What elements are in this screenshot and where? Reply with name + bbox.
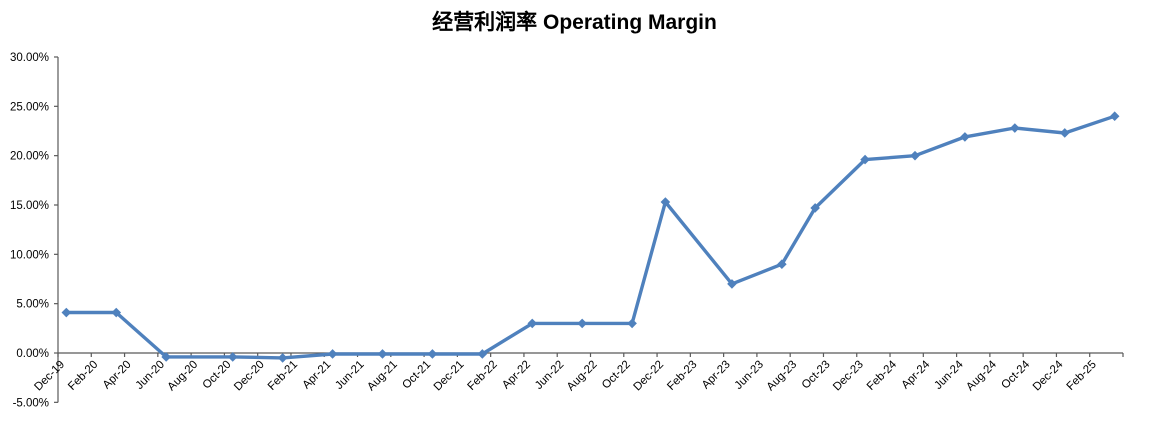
x-tick-label: Dec-24	[1031, 358, 1066, 393]
data-point-marker	[477, 349, 488, 359]
data-point-marker	[327, 349, 338, 359]
data-point-marker	[161, 352, 171, 362]
x-tick-label: Jun-21	[333, 359, 366, 392]
y-tick-label: 10.00%	[10, 249, 49, 261]
x-tick-label: Aug-22	[565, 359, 600, 394]
x-tick-label: Aug-24	[964, 358, 999, 393]
x-tick-label: Feb-22	[466, 359, 500, 393]
data-point-marker	[227, 352, 238, 362]
x-tick-label: Feb-21	[266, 359, 300, 393]
x-tick-label: Apr-23	[700, 359, 733, 392]
data-point-marker	[860, 154, 870, 165]
data-point-marker	[1059, 128, 1070, 138]
x-tick-label: Dec-22	[631, 359, 666, 394]
data-point-marker	[727, 279, 737, 289]
data-point-marker	[660, 197, 671, 207]
data-point-marker	[527, 318, 538, 329]
x-tick-label: Jun-20	[134, 359, 167, 392]
series-line	[64, 114, 1117, 360]
y-tick-label: -5.00%	[13, 397, 49, 409]
data-point-marker	[377, 349, 388, 359]
y-tick-label: 5.00%	[16, 299, 49, 311]
data-point-marker	[777, 259, 787, 269]
y-tick-label: 15.00%	[10, 200, 49, 212]
x-tick-label: Feb-25	[1065, 359, 1099, 393]
x-tick-label: Apr-22	[500, 359, 533, 392]
y-tick-label: 25.00%	[10, 101, 49, 113]
x-tick-label: Dec-21	[432, 359, 467, 394]
y-tick-label: 0.00%	[16, 348, 49, 360]
x-tick-label: Oct-22	[600, 359, 633, 392]
x-tick-label: Oct-24	[999, 358, 1032, 391]
data-point-marker	[810, 203, 820, 213]
x-tick-label: Jun-24	[932, 358, 966, 392]
x-tick-label: Jun-23	[733, 359, 766, 392]
x-tick-label: Oct-23	[800, 359, 833, 392]
x-tick-label: Dec-23	[831, 359, 866, 394]
x-tick-label: Oct-20	[201, 359, 234, 392]
y-tick-label: 30.00%	[10, 52, 49, 64]
data-point-marker	[910, 150, 920, 161]
data-point-marker	[960, 132, 970, 142]
x-tick-label: Apr-24	[900, 358, 933, 391]
x-tick-label: Jun-22	[533, 359, 566, 392]
x-tick-label: Dec-19	[32, 359, 67, 394]
x-tick-label: Apr-21	[300, 359, 333, 392]
data-point-marker	[1010, 123, 1020, 133]
y-tick-label: 20.00%	[10, 151, 49, 163]
x-tick-label: Feb-20	[66, 359, 100, 393]
data-point-marker	[627, 318, 637, 329]
x-tick-label: Feb-24	[865, 358, 900, 393]
x-tick-label: Aug-21	[365, 359, 400, 394]
x-tick-label: Oct-21	[400, 359, 433, 392]
data-point-marker	[427, 349, 438, 359]
chart-title: 经营利润率 Operating Margin	[432, 11, 717, 34]
data-point-marker	[61, 307, 72, 318]
data-point-marker	[111, 307, 122, 318]
x-tick-label: Aug-23	[765, 359, 800, 394]
x-tick-label: Dec-20	[232, 359, 267, 394]
data-point-marker	[1109, 111, 1120, 121]
x-tick-label: Feb-23	[665, 359, 699, 393]
data-point-marker	[577, 318, 587, 329]
data-point-marker	[277, 353, 288, 363]
x-tick-label: Aug-20	[166, 359, 201, 394]
x-tick-label: Apr-20	[101, 359, 134, 392]
